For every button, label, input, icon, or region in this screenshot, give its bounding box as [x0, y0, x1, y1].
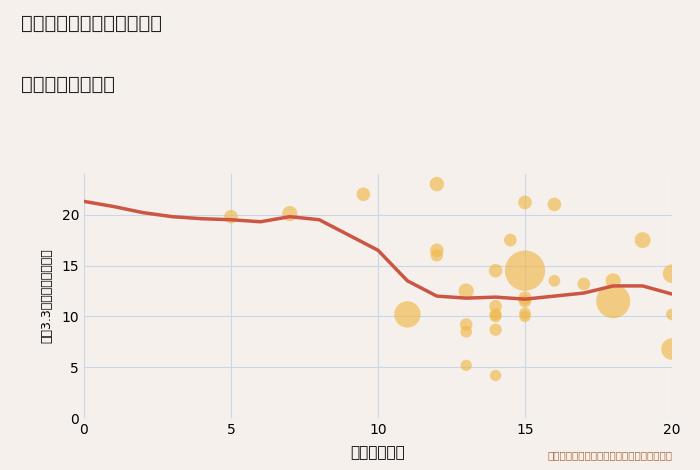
Point: [637, 236, 648, 244]
Point: [608, 277, 619, 284]
Point: [505, 236, 516, 244]
Point: [490, 267, 501, 274]
Point: [431, 246, 442, 254]
Point: [461, 321, 472, 329]
Point: [431, 180, 442, 188]
Point: [519, 199, 531, 206]
Point: [519, 310, 531, 317]
Point: [549, 277, 560, 284]
Point: [519, 313, 531, 320]
Point: [225, 213, 237, 220]
Point: [490, 372, 501, 379]
Text: 三重県四日市市天カ須賀の: 三重県四日市市天カ須賀の: [21, 14, 162, 33]
Point: [490, 303, 501, 310]
Point: [666, 270, 678, 277]
Point: [519, 267, 531, 274]
Point: [549, 201, 560, 208]
Point: [461, 361, 472, 369]
Point: [490, 313, 501, 320]
Text: 円の大きさは、取引のあった物件面積を示す: 円の大きさは、取引のあった物件面積を示す: [547, 450, 672, 460]
Point: [490, 311, 501, 318]
X-axis label: 駅距離（分）: 駅距離（分）: [351, 446, 405, 461]
Point: [461, 328, 472, 336]
Point: [519, 298, 531, 305]
Y-axis label: 坪（3.3㎡）単価（万円）: 坪（3.3㎡）単価（万円）: [40, 249, 53, 344]
Point: [490, 326, 501, 334]
Point: [519, 294, 531, 302]
Point: [358, 190, 369, 198]
Point: [461, 287, 472, 295]
Point: [402, 311, 413, 318]
Point: [431, 251, 442, 259]
Point: [284, 210, 295, 217]
Point: [666, 345, 678, 353]
Point: [608, 298, 619, 305]
Point: [666, 311, 678, 318]
Point: [578, 280, 589, 288]
Text: 駅距離別土地価格: 駅距離別土地価格: [21, 75, 115, 94]
